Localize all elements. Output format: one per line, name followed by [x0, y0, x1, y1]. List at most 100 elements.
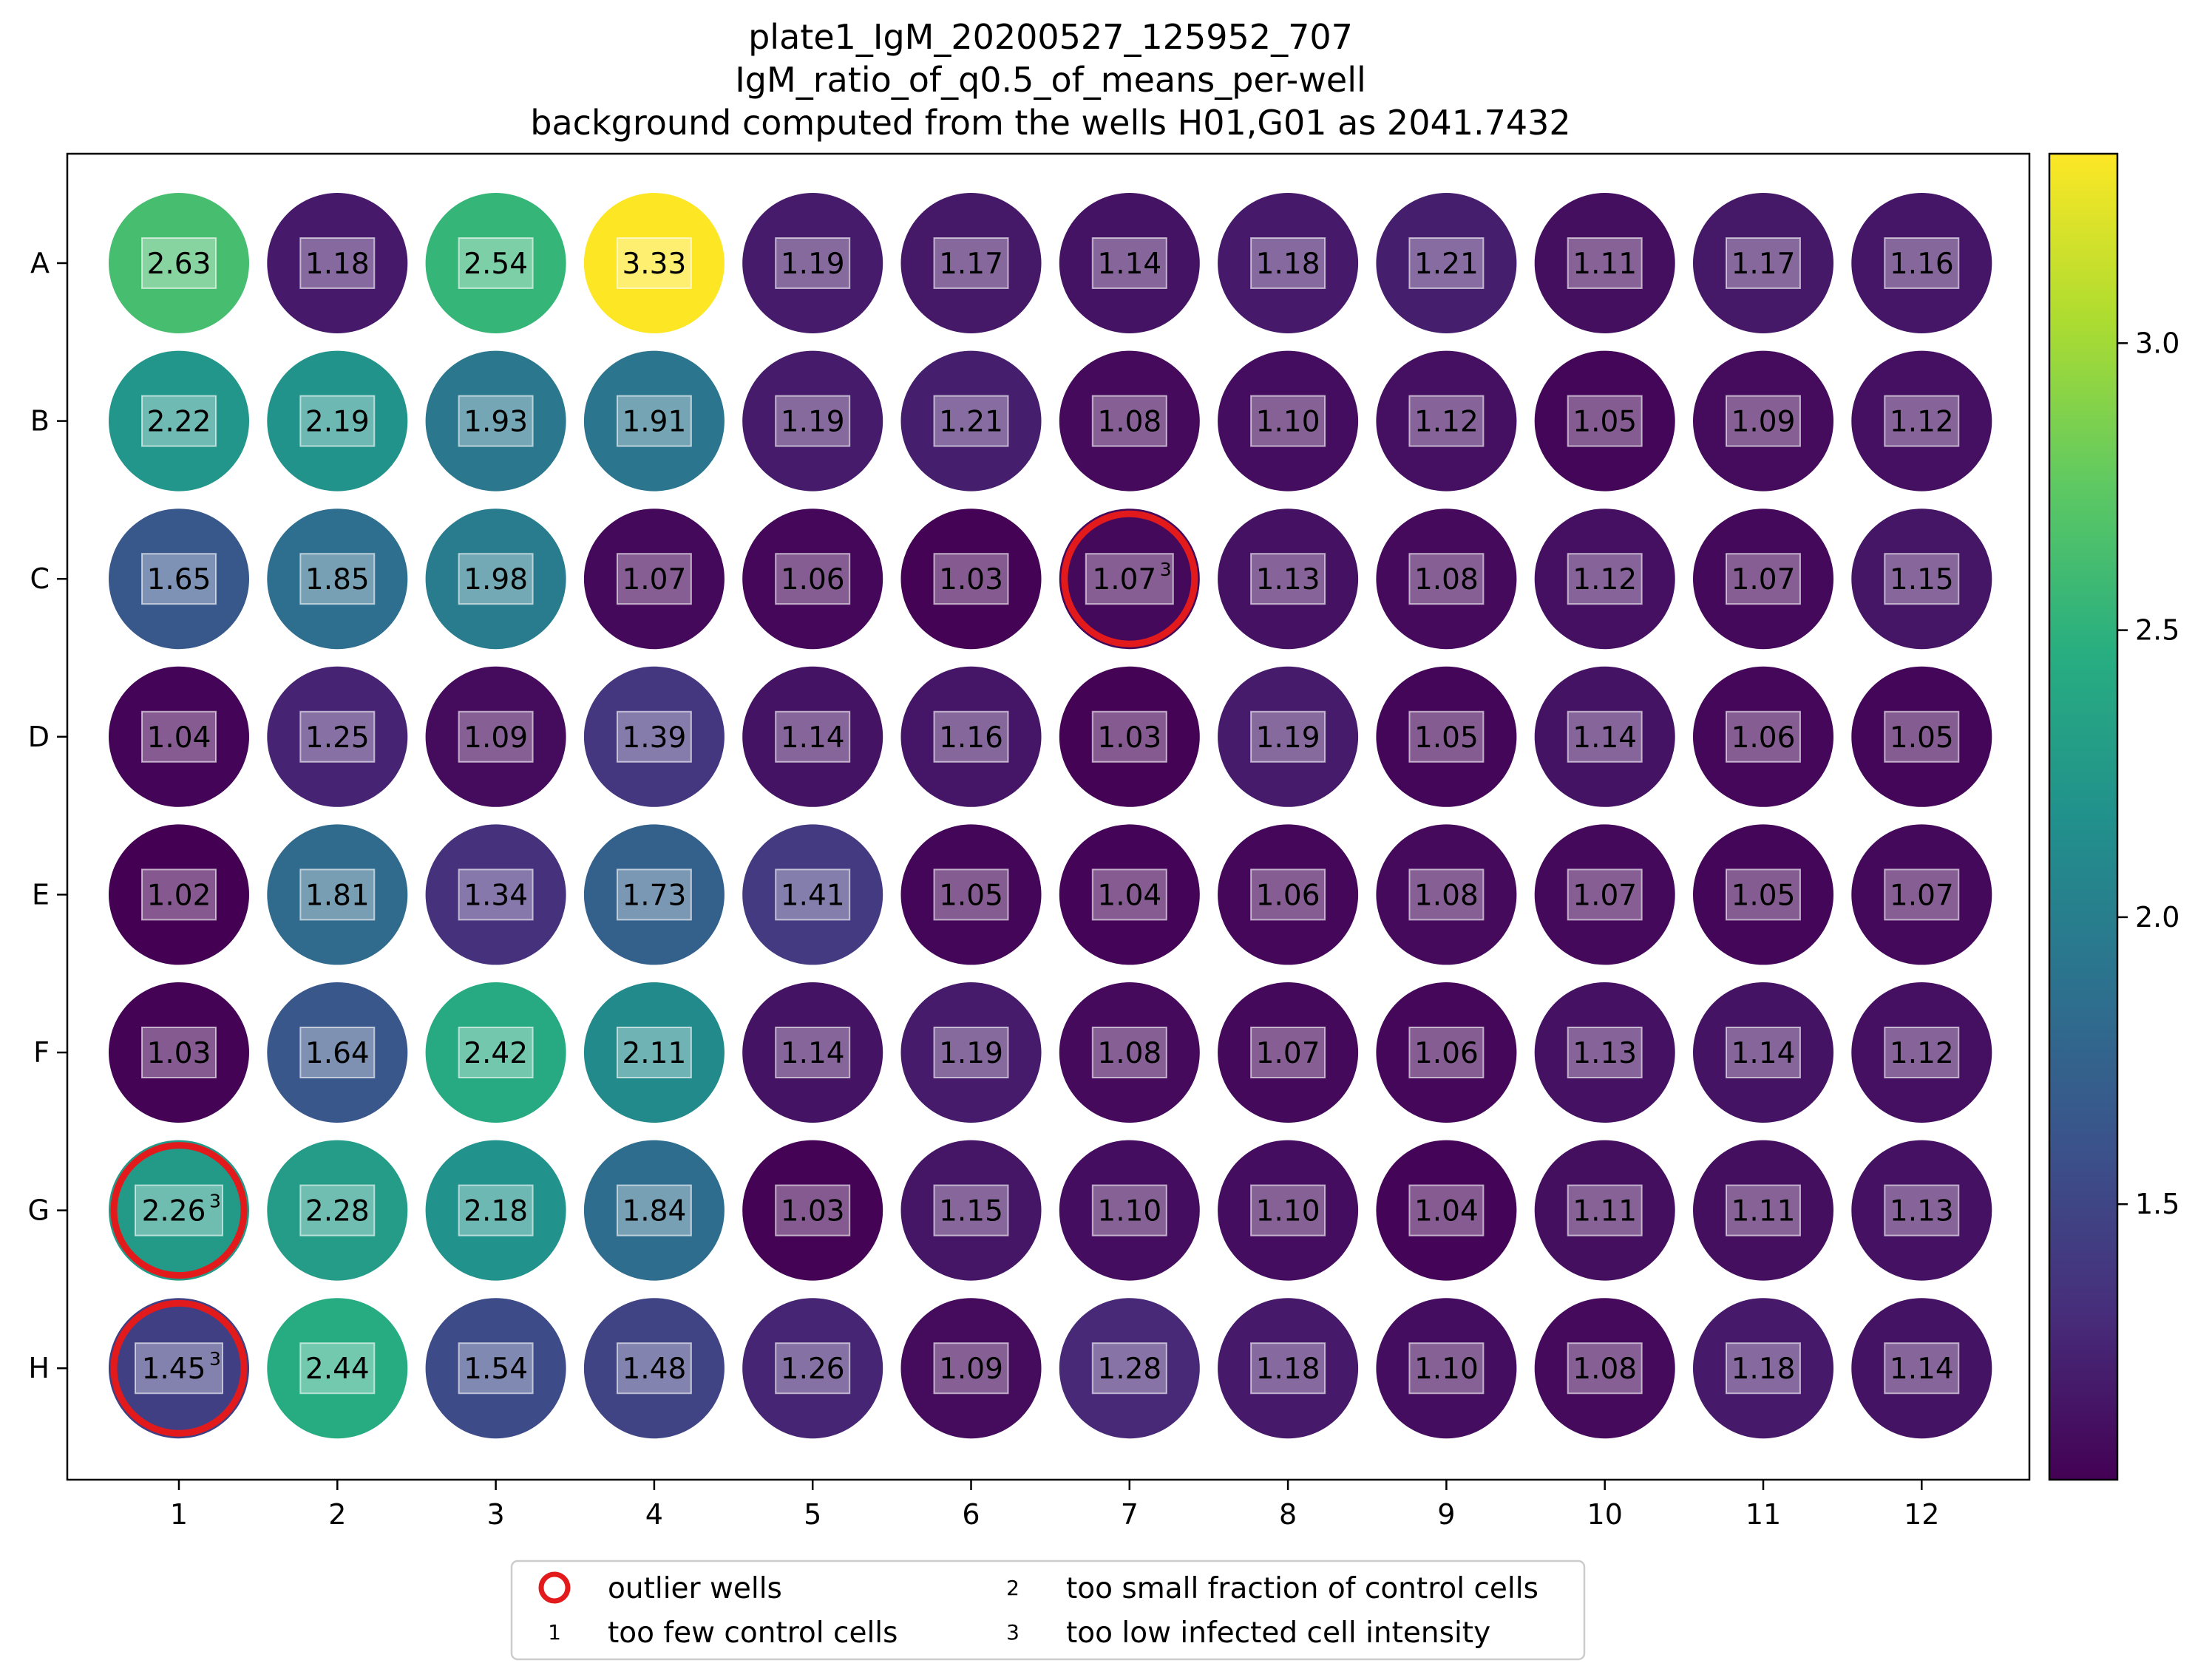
well-value-label: 1.03	[781, 1195, 845, 1228]
well-D3: 1.09	[425, 666, 566, 807]
well-value-label: 1.21	[1414, 248, 1479, 281]
well-value-label: 1.04	[147, 721, 211, 755]
well-value-label: 1.06	[1256, 879, 1320, 912]
well-C6: 1.03	[900, 509, 1042, 650]
well-marker	[425, 1140, 566, 1281]
well-H11: 1.18	[1693, 1298, 1833, 1439]
x-tick-label: 2	[328, 1498, 346, 1531]
y-tick-label: G	[28, 1194, 50, 1227]
colorbar-tick-label: 3.0	[2135, 327, 2179, 359]
well-value-box	[1091, 395, 1167, 447]
well-marker	[900, 350, 1042, 492]
well-marker	[583, 1298, 725, 1439]
well-value-label: 1.19	[781, 406, 845, 439]
well-B11: 1.09	[1693, 350, 1833, 492]
well-F11: 1.14	[1693, 982, 1833, 1123]
well-D10: 1.14	[1534, 666, 1675, 807]
well-value-box	[1091, 710, 1167, 763]
well-value-box	[933, 1027, 1009, 1078]
well-value-box	[1884, 710, 1960, 763]
well-value-label: 1.06	[781, 563, 845, 596]
well-value-box	[135, 1184, 223, 1237]
well-A12: 1.16	[1851, 193, 1992, 333]
well-marker	[742, 666, 883, 807]
well-marker	[1693, 509, 1833, 650]
well-value-label: 1.09	[1731, 406, 1796, 439]
well-value-label: 1.91	[622, 406, 686, 439]
well-value-box	[458, 1342, 534, 1395]
well-value-box	[616, 395, 692, 447]
well-marker	[1851, 350, 1992, 492]
well-value-label: 1.12	[1890, 406, 1954, 439]
well-marker	[742, 1298, 883, 1439]
well-A6: 1.17	[900, 193, 1042, 333]
well-marker	[1376, 509, 1517, 650]
well-value-box	[1567, 237, 1643, 289]
x-tick-label: 5	[804, 1498, 821, 1531]
well-value-box	[616, 553, 692, 605]
well-value-box	[1091, 1027, 1167, 1078]
well-D11: 1.06	[1693, 666, 1833, 807]
well-H1: 1.45 3	[109, 1298, 249, 1439]
well-B6: 1.21	[900, 350, 1042, 492]
well-value-box	[1250, 1027, 1326, 1078]
well-A3: 2.54	[425, 193, 566, 333]
well-value-label: 1.16	[1890, 248, 1954, 281]
legend-box	[510, 1560, 1586, 1661]
well-value-box	[458, 868, 534, 921]
well-value-box	[458, 1184, 534, 1237]
well-value-label: 1.84	[622, 1195, 686, 1228]
well-value-label: 1.41	[781, 879, 845, 912]
legend: outlier wells 1 too few control cells 2 …	[510, 1560, 1586, 1661]
well-marker	[742, 509, 883, 650]
legend-outlier-label: outlier wells	[608, 1572, 782, 1605]
well-value-box	[775, 553, 851, 605]
y-tick-label: A	[30, 247, 50, 279]
well-C9: 1.08	[1376, 509, 1517, 650]
well-value-box	[141, 553, 217, 605]
well-value-box	[1408, 553, 1485, 605]
well-value-box	[1884, 395, 1960, 447]
well-value-label: 2.26	[142, 1195, 206, 1228]
well-value-box	[1567, 1184, 1643, 1237]
well-value-box	[933, 710, 1009, 763]
y-tick-label: F	[33, 1036, 50, 1069]
legend-flag-3-marker: 3	[1006, 1620, 1020, 1645]
well-value-label: 1.08	[1097, 406, 1161, 439]
well-value-label: 2.54	[464, 248, 528, 281]
well-marker	[1059, 1140, 1200, 1281]
well-value-box	[775, 868, 851, 921]
well-value-label: 1.07	[1731, 563, 1796, 596]
well-marker	[1218, 1298, 1359, 1439]
well-value-label: 1.08	[1097, 1037, 1161, 1070]
well-value-box	[1250, 553, 1326, 605]
well-value-box	[1726, 395, 1801, 447]
well-marker	[109, 666, 249, 807]
plot-area-frame	[66, 152, 2031, 1481]
well-B2: 2.19	[267, 350, 408, 492]
well-marker	[742, 1140, 883, 1281]
x-tick-label: 12	[1904, 1498, 1939, 1531]
well-E9: 1.08	[1376, 824, 1517, 965]
well-marker	[109, 1298, 249, 1439]
well-marker	[900, 1298, 1042, 1439]
well-value-box	[1884, 553, 1960, 605]
legend-outlier-marker	[538, 1571, 571, 1604]
well-marker	[1376, 982, 1517, 1123]
well-value-box	[933, 395, 1009, 447]
well-C3: 1.98	[425, 509, 566, 650]
well-marker	[1218, 666, 1359, 807]
well-marker	[1059, 350, 1200, 492]
well-value-label: 1.64	[305, 1037, 370, 1070]
well-flag-label: 3	[1160, 559, 1172, 580]
well-marker	[583, 193, 725, 333]
well-marker	[267, 1298, 408, 1439]
well-marker	[1534, 824, 1675, 965]
well-marker	[1059, 666, 1200, 807]
well-value-box	[1250, 1184, 1326, 1237]
well-value-box	[141, 395, 217, 447]
well-value-label: 1.14	[1573, 721, 1637, 755]
well-marker	[109, 982, 249, 1123]
well-G10: 1.11	[1534, 1140, 1675, 1281]
well-marker	[1851, 666, 1992, 807]
